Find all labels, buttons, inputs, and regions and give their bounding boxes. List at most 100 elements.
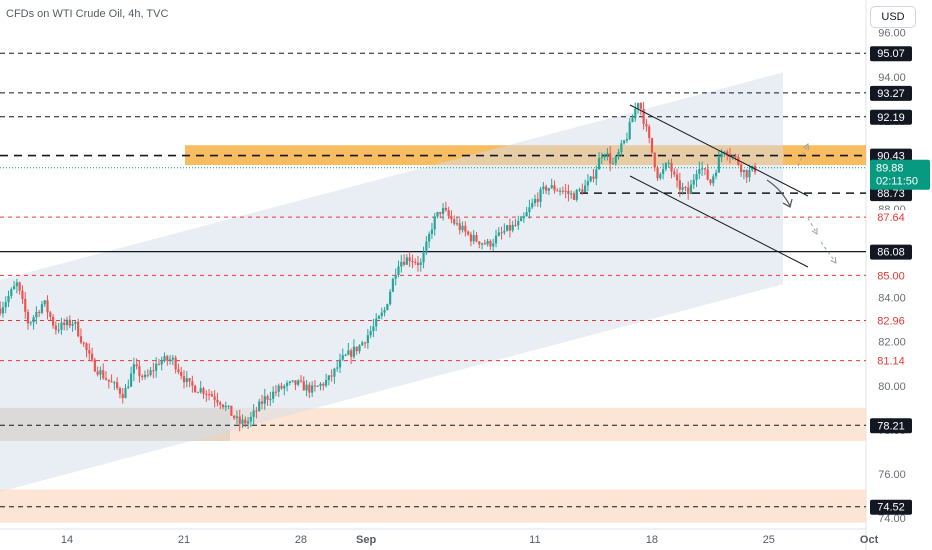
candle-body: [118, 388, 122, 394]
candle-body: [581, 189, 584, 193]
candle-body: [531, 203, 534, 208]
candle-body: [57, 329, 60, 331]
candle-body: [1, 307, 5, 314]
candle-body: [90, 353, 94, 360]
candle-body: [522, 216, 525, 219]
candle-body: [428, 234, 431, 242]
candle-body: [277, 385, 280, 392]
candle-body: [185, 378, 188, 383]
candle-body: [394, 274, 397, 279]
candle-body: [341, 355, 344, 360]
candle-body: [219, 402, 222, 405]
level-tag-87-64: 87.64: [870, 210, 912, 226]
candle-body: [419, 262, 422, 266]
candle-body: [628, 122, 631, 140]
level-tag-box: [870, 46, 912, 62]
candle-body: [269, 398, 272, 400]
candle-body: [324, 380, 328, 386]
candle-body: [255, 410, 258, 412]
candle-body: [670, 162, 673, 172]
currency-button[interactable]: USD: [870, 6, 916, 28]
candle-body: [430, 229, 434, 235]
candle-body: [606, 153, 609, 156]
candle-body: [99, 370, 102, 375]
candle-body: [550, 185, 553, 189]
candle-body: [24, 298, 27, 312]
candle-body: [464, 225, 467, 232]
level-tag-box: [870, 353, 912, 369]
candle-body: [514, 224, 517, 226]
candle-body: [720, 153, 723, 158]
level-tag-box: [870, 499, 912, 515]
candle-body: [439, 212, 442, 214]
candle-body: [689, 184, 693, 195]
candle-body: [207, 394, 211, 396]
x-tick-label: Sep: [356, 534, 376, 546]
candle-body: [603, 155, 606, 158]
candle-body: [60, 322, 63, 330]
candle-body: [726, 151, 729, 156]
candle-body: [489, 240, 492, 247]
candle-body: [233, 415, 236, 419]
candle-body: [302, 381, 305, 391]
candle-body: [15, 282, 18, 287]
candle-body: [519, 218, 523, 222]
candle-body: [645, 124, 648, 127]
candle-body: [375, 318, 378, 327]
candle-body: [623, 140, 626, 144]
candle-body: [363, 342, 367, 344]
candle-body: [684, 187, 687, 189]
candle-body: [441, 207, 445, 214]
candle-body: [46, 300, 49, 313]
candle-body: [227, 405, 230, 407]
candle-body: [611, 163, 615, 165]
candle-body: [567, 190, 570, 194]
candle-body: [584, 185, 587, 193]
candle-body: [703, 168, 707, 170]
y-tick-label: 84.00: [878, 292, 906, 304]
level-tag-88-73: 88.73: [870, 186, 912, 202]
y-tick-label: 94.00: [878, 72, 906, 84]
candle-body: [453, 219, 456, 224]
level-tag-74-52: 74.52: [870, 499, 912, 515]
candle-body: [692, 179, 695, 185]
candle-body: [667, 162, 670, 164]
candle-body: [408, 257, 411, 262]
y-tick-label: 96.00: [878, 28, 906, 40]
candle-body: [65, 319, 69, 326]
candle-body: [263, 396, 266, 404]
candle-body: [177, 369, 180, 373]
candle-body: [748, 169, 751, 178]
candle-body: [678, 180, 681, 190]
candle-body: [79, 336, 83, 343]
candle-body: [35, 311, 38, 318]
candle-body: [196, 392, 200, 394]
level-tag-82-96: 82.96: [870, 313, 912, 329]
candle-body: [539, 189, 542, 202]
candle-body: [695, 173, 698, 180]
candle-body: [372, 326, 375, 332]
candle-body: [333, 368, 336, 377]
candle-body: [525, 212, 528, 217]
candle-body: [614, 156, 617, 164]
candle-body: [283, 386, 286, 389]
candle-body: [609, 153, 612, 164]
candle-body: [709, 179, 712, 184]
candle-body: [155, 363, 158, 371]
candle-body: [745, 169, 748, 178]
candle-body: [503, 230, 506, 233]
projection-arrow-main: [766, 179, 791, 207]
candle-body: [330, 375, 333, 377]
candle-body: [297, 380, 300, 385]
candle-body: [316, 385, 319, 387]
candle-body: [149, 370, 152, 375]
candle-body: [475, 235, 478, 242]
candle-body: [12, 286, 16, 290]
candle-body: [517, 221, 520, 226]
candle-body: [636, 103, 640, 109]
candle-body: [450, 216, 453, 220]
level-tag-label: 74.52: [877, 502, 905, 514]
candle-body: [32, 317, 35, 323]
candle-body: [547, 188, 551, 191]
